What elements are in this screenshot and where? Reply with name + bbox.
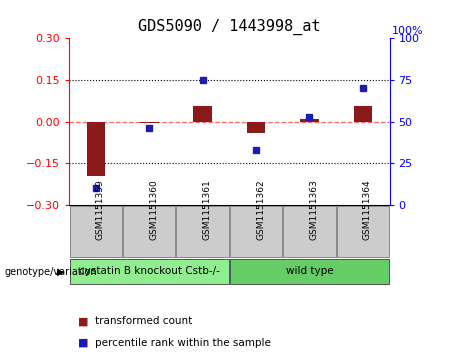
Bar <box>177 206 229 257</box>
Text: GSM1151364: GSM1151364 <box>363 179 372 240</box>
Bar <box>354 106 372 122</box>
Bar <box>70 206 122 257</box>
Bar <box>300 119 319 122</box>
Text: transformed count: transformed count <box>95 316 192 326</box>
Bar <box>87 122 105 176</box>
Text: genotype/variation: genotype/variation <box>5 266 97 277</box>
Bar <box>337 206 389 257</box>
Text: GSM1151359: GSM1151359 <box>96 179 105 240</box>
Text: wild type: wild type <box>286 266 333 276</box>
Text: GSM1151363: GSM1151363 <box>309 179 319 240</box>
Text: GSM1151360: GSM1151360 <box>149 179 158 240</box>
Bar <box>123 206 176 257</box>
Title: GDS5090 / 1443998_at: GDS5090 / 1443998_at <box>138 19 320 35</box>
Text: ▶: ▶ <box>57 266 65 277</box>
Bar <box>193 106 212 122</box>
Bar <box>283 206 336 257</box>
Text: 100%: 100% <box>392 26 424 36</box>
Text: percentile rank within the sample: percentile rank within the sample <box>95 338 271 348</box>
Bar <box>70 259 229 284</box>
Text: ■: ■ <box>78 338 89 348</box>
Text: ■: ■ <box>78 316 89 326</box>
Bar <box>230 206 282 257</box>
Text: GSM1151361: GSM1151361 <box>203 179 212 240</box>
Bar <box>230 259 389 284</box>
Bar <box>247 122 266 133</box>
Text: GSM1151362: GSM1151362 <box>256 179 265 240</box>
Bar <box>140 122 159 123</box>
Text: cystatin B knockout Cstb-/-: cystatin B knockout Cstb-/- <box>79 266 220 276</box>
